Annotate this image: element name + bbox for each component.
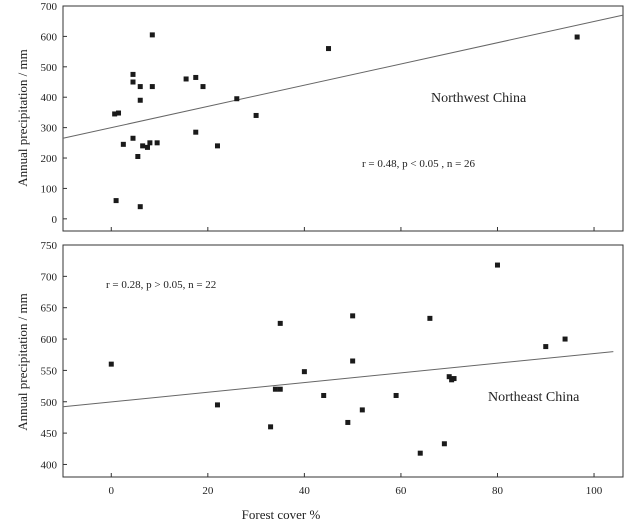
northwest-data-point-21	[200, 84, 206, 90]
northeast-x-tick-label: 20	[202, 485, 214, 497]
northwest-y-tick-label: 100	[41, 183, 58, 195]
northeast-y-ticks: 400 450 500 550 600 650 700 750	[41, 240, 67, 471]
northeast-x-tick-label: 40	[299, 485, 311, 497]
northeast-data-point-22	[562, 336, 568, 342]
northeast-data-point-15	[427, 315, 433, 321]
northwest-data-point-24	[253, 112, 259, 118]
northeast-data-point-2	[214, 402, 220, 408]
northeast-y-tick-label: 650	[41, 303, 58, 315]
northeast-data-point-10	[350, 313, 356, 319]
northwest-data-point-12	[140, 143, 146, 149]
northwest-trendline-layer	[62, 14, 624, 139]
northwest-data-point-15	[149, 84, 155, 90]
northwest-data-point-18	[183, 76, 189, 82]
northwest-data-point-25	[326, 46, 332, 52]
northwest-y-tick-label: 600	[41, 31, 58, 43]
northwest-y-tick-label: 700	[41, 1, 58, 13]
northwest-x-ticks	[110, 227, 595, 231]
northwest-data-point-1	[112, 111, 118, 117]
northwest-data-point-26	[574, 34, 580, 40]
northwest-points	[112, 32, 580, 210]
northeast-x-tick-label: 80	[492, 485, 504, 497]
northwest-plot-frame	[62, 5, 624, 232]
northwest-data-point-14	[147, 140, 153, 146]
northeast-y-axis-label: Annual precipitation / mm	[15, 293, 30, 431]
northwest-data-point-5	[130, 71, 136, 77]
northeast-data-point-4	[272, 386, 278, 392]
northeast-region-label: Northeast China	[488, 390, 580, 405]
northwest-data-point-10	[137, 204, 143, 210]
northeast-y-tick-label: 450	[41, 428, 58, 440]
northwest-data-point-13	[144, 144, 150, 150]
northwest-data-point-23	[234, 96, 240, 102]
northeast-y-tick-label: 400	[41, 459, 58, 471]
northeast-data-point-8	[321, 392, 327, 398]
northeast-data-point-9	[345, 419, 351, 425]
northwest-trendline	[62, 14, 624, 139]
northeast-data-point-1	[108, 361, 114, 367]
northwest-data-point-19	[193, 74, 199, 80]
northeast-x-tick-label: 0	[109, 485, 115, 497]
northeast-x-tick-label: 100	[586, 485, 603, 497]
northwest-data-point-2	[116, 110, 122, 116]
northeast-data-point-21	[543, 344, 549, 350]
northeast-x-tick-label: 60	[395, 485, 407, 497]
northwest-data-point-16	[149, 32, 155, 38]
northeast-data-point-19	[451, 376, 457, 382]
northwest-data-point-20	[193, 129, 199, 135]
northwest-data-point-7	[130, 135, 136, 141]
northeast-data-point-5	[277, 386, 283, 392]
northeast-x-ticks: 0 20 40 60 80 100	[109, 473, 603, 497]
northwest-panel: Annual precipitation / mm Northwest Chin…	[15, 1, 624, 232]
northwest-data-point-6	[130, 79, 136, 85]
northeast-y-tick-label: 750	[41, 240, 58, 252]
northeast-data-point-12	[359, 407, 365, 413]
northeast-data-point-6	[277, 320, 283, 326]
northwest-data-point-4	[120, 141, 126, 147]
northwest-y-ticks: 0 100 200 300 400 500 600 700	[41, 1, 67, 226]
northwest-data-point-3	[113, 198, 119, 204]
northeast-data-point-14	[417, 450, 423, 456]
northwest-data-point-9	[137, 97, 143, 103]
northeast-data-point-20	[494, 262, 500, 268]
northeast-data-point-7	[301, 369, 307, 375]
northeast-data-point-3	[268, 424, 274, 430]
northwest-y-tick-label: 300	[41, 123, 58, 135]
northwest-y-tick-label: 400	[41, 92, 58, 104]
northeast-y-tick-label: 700	[41, 271, 58, 283]
northwest-data-point-8	[137, 84, 143, 90]
northeast-trendline	[62, 351, 614, 408]
northwest-region-label: Northwest China	[431, 91, 527, 106]
x-axis-label: Forest cover %	[242, 507, 321, 522]
northwest-data-point-22	[214, 143, 220, 149]
northeast-y-tick-label: 500	[41, 397, 58, 409]
northwest-stats-label: r = 0.48, p < 0.05 , n = 26	[362, 158, 476, 170]
northeast-data-point-13	[393, 392, 399, 398]
northwest-y-tick-label: 200	[41, 153, 58, 165]
northwest-y-axis-label: Annual precipitation / mm	[15, 49, 30, 187]
northeast-trendline-layer	[62, 351, 614, 408]
northeast-data-point-16	[441, 441, 447, 447]
northeast-data-point-11	[350, 358, 356, 364]
northwest-data-point-17	[154, 140, 160, 146]
northwest-y-tick-label: 500	[41, 62, 58, 74]
northeast-y-tick-label: 550	[41, 365, 58, 377]
northeast-points	[108, 262, 568, 456]
northeast-stats-label: r = 0.28, p > 0.05, n = 22	[106, 279, 216, 291]
northeast-panel: Annual precipitation / mm Northeast Chin…	[15, 240, 624, 497]
northeast-data-point-17	[446, 374, 452, 380]
northwest-data-point-11	[135, 154, 141, 160]
northwest-y-tick-label: 0	[52, 214, 58, 226]
northeast-y-tick-label: 600	[41, 334, 58, 346]
northeast-plot-frame	[62, 244, 624, 478]
